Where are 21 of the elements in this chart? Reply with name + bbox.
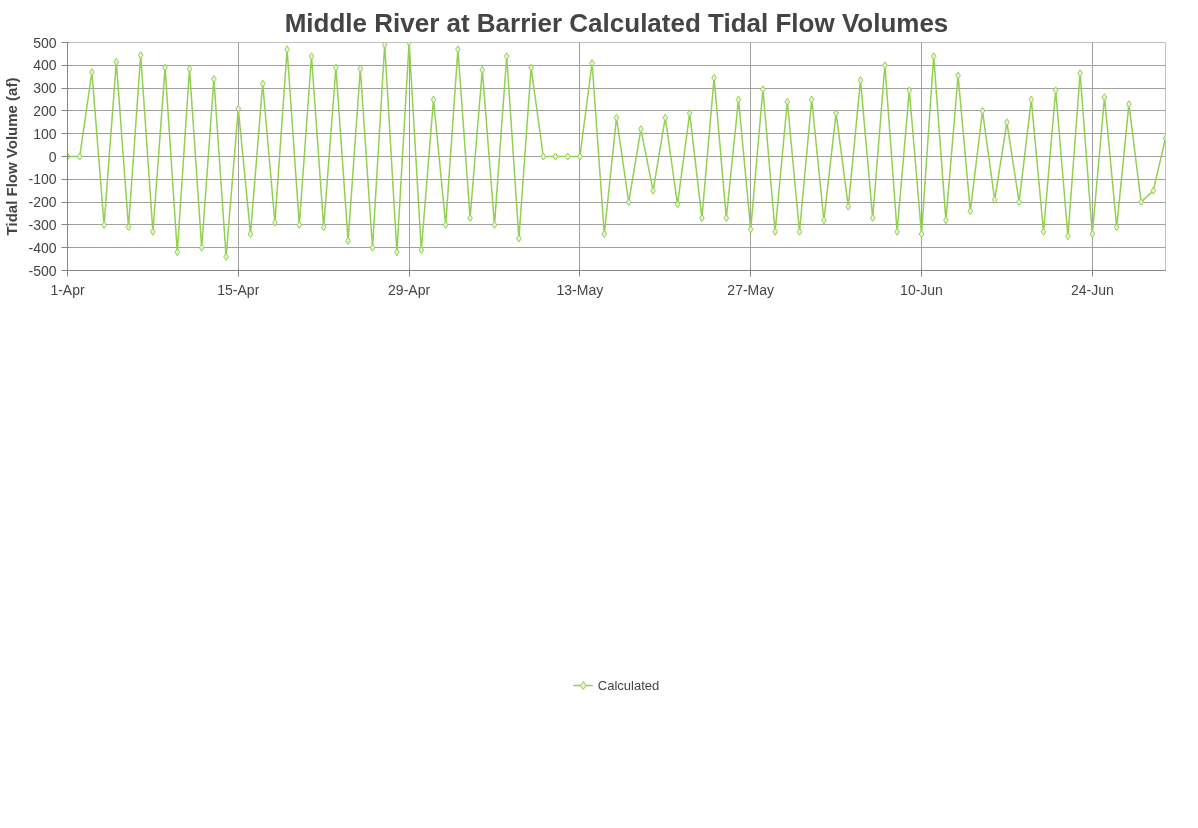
x-tick-label: 1-Apr <box>50 281 85 298</box>
y-tick-label: 0 <box>48 148 57 165</box>
y-tick-label: -500 <box>28 262 57 279</box>
x-tick-label: 29-Apr <box>388 281 431 298</box>
x-tick-label: 10-Jun <box>900 281 943 298</box>
y-tick-label: 100 <box>33 125 57 142</box>
y-tick-label: -200 <box>28 194 57 211</box>
x-tick-label: 27-May <box>727 281 775 298</box>
y-tick-label: -300 <box>28 216 57 233</box>
y-tick-label: 500 <box>33 34 57 51</box>
y-tick-label: 300 <box>33 80 57 97</box>
x-tick-label: 15-Apr <box>217 281 260 298</box>
y-tick-label: -400 <box>28 239 57 256</box>
legend-label: Calculated <box>597 677 660 693</box>
y-tick-label: -100 <box>28 171 57 188</box>
y-tick-label: 400 <box>33 57 57 74</box>
y-tick-label: 200 <box>33 102 57 119</box>
y-axis-title: Tidal Flow Volume (af) <box>3 77 21 236</box>
x-tick-label: 24-Jun <box>1070 281 1114 298</box>
chart-title: Middle River at Barrier Calculated Tidal Flow Volumes <box>284 7 949 38</box>
x-tick-label: 13-May <box>556 281 604 298</box>
